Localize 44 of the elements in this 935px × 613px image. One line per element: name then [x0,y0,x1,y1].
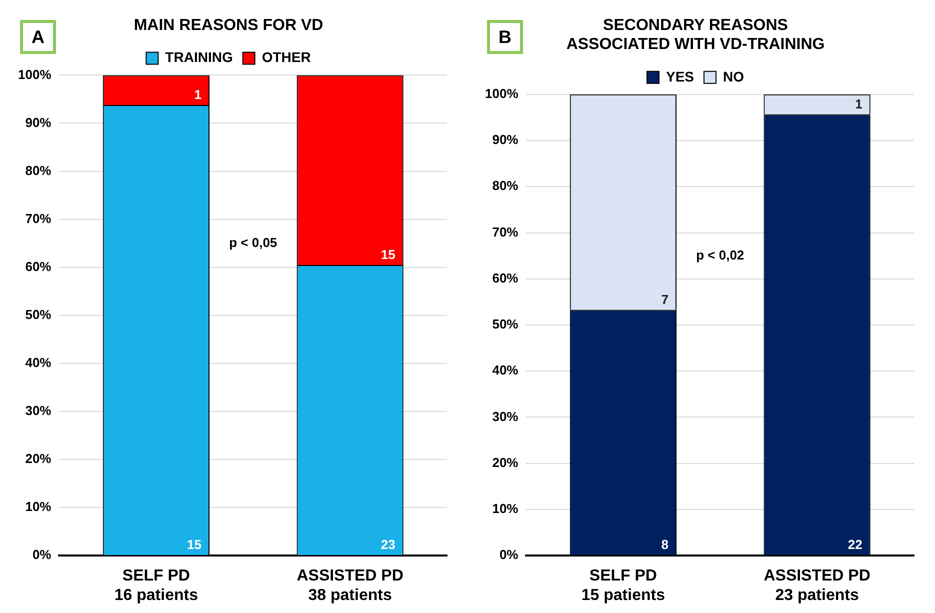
y-tick-label: 50% [492,316,519,332]
x-tick-label: ASSISTED PD 38 patients [296,568,404,604]
x-tick-label: SELF PD 15 patients [581,568,666,604]
legend-label: YES [666,68,694,84]
y-tick-label: 10% [492,501,519,516]
annotation: 15 [380,247,396,262]
y-tick-label: 60% [492,270,519,286]
y-tick-label: 30% [492,408,519,424]
chart-title: SECONDARY REASONS ASSOCIATED WITH VD-TRAINING [566,17,825,54]
y-tick-label: 30% [25,403,52,418]
legend-label: OTHER [262,49,311,66]
x-tick-label: SELF PD 16 patients [114,568,198,604]
y-tick-label: 0% [499,547,519,562]
y-tick-label: 100% [485,86,519,101]
y-tick-label: 40% [492,362,519,378]
annotation: 22 [848,537,862,552]
text: B [487,20,523,54]
annotation: 1 [855,96,862,112]
y-tick-label: 20% [25,451,52,466]
annotation: 15 [187,537,202,552]
legend-label: TRAINING [165,49,233,66]
annotation: 7 [661,292,669,307]
y-tick-label: 50% [25,306,52,322]
y-tick-label: 10% [25,499,52,514]
y-tick-label: 70% [492,224,519,240]
text: A [20,20,56,54]
annotation: 23 [380,537,396,552]
y-tick-label: 90% [492,132,519,148]
x-tick-label: ASSISTED PD 23 patients [764,568,870,604]
y-tick-label: 80% [492,178,519,194]
annotation: p < 0,02 [696,247,744,262]
chart-title: MAIN REASONS FOR VD [134,17,324,34]
annotation: p < 0,05 [229,234,278,250]
y-tick-label: 40% [25,355,52,370]
annotation: 1 [194,87,202,102]
y-tick-label: 0% [32,547,52,562]
y-tick-label: 100% [18,66,52,82]
y-tick-label: 90% [25,114,52,130]
y-tick-label: 60% [25,258,52,274]
y-tick-label: 20% [492,454,519,470]
legend-label: NO [723,68,744,84]
y-tick-label: 80% [25,162,52,178]
y-tick-label: 70% [25,210,52,226]
annotation: 8 [661,537,669,552]
